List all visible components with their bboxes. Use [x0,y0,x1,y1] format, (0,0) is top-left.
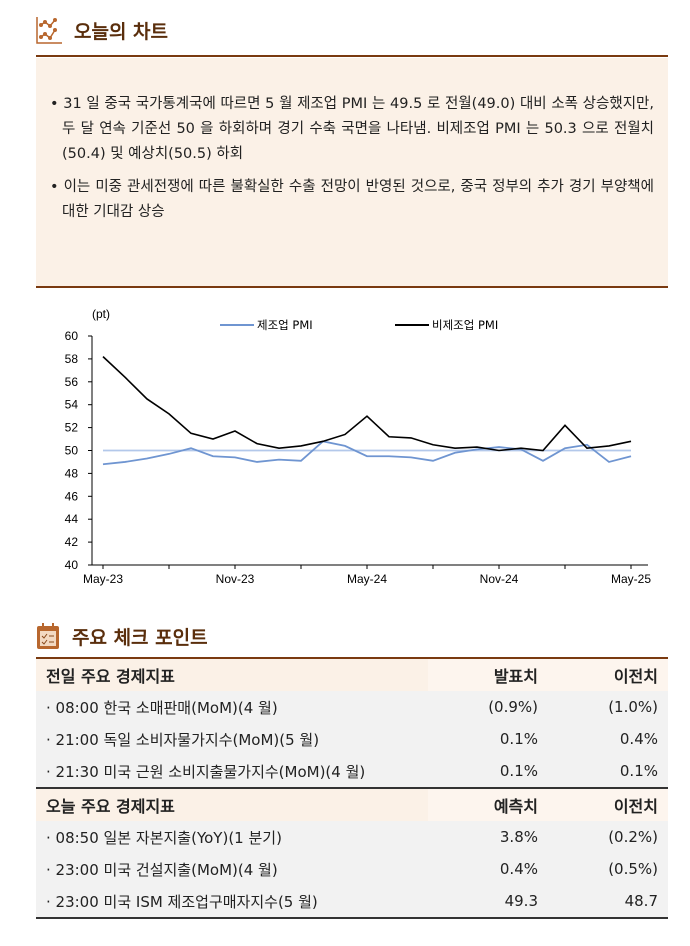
actual-value: (0.9%) [428,691,548,723]
x-tick-label: May-24 [347,572,387,586]
check-section-title: 주요 체크 포인트 [36,622,208,650]
indicator-name: · 23:00 미국 건설지출(MoM)(4 월) [36,853,428,885]
previous-value: 48.7 [548,885,668,919]
commentary-bullet: • 이는 미중 관세전쟁에 따른 불확실한 수출 전망이 반영된 것으로, 중국… [50,179,654,220]
previous-value: (0.5%) [548,853,668,885]
pmi-line-chart: 40 42 44 46 48 50 52 54 56 58 60 May-23 Nov-23 May-24… [65,307,652,586]
table-row: · 21:00 독일 소비자물가지수(MoM)(5 월) 0.1% 0.4% [36,723,668,755]
actual-value: 0.1% [428,723,548,755]
indicator-name: · 08:00 한국 소매판매(MoM)(4 월) [36,691,428,723]
forecast-value: 0.4% [428,853,548,885]
indicator-name: · 08:50 일본 자본지출(YoY)(1 분기) [36,821,428,853]
divider [36,55,668,57]
table-row: · 21:30 미국 근원 소비지출물가지수(MoM)(4 월) 0.1% 0.1% [36,755,668,788]
y-tick-label: 40 [65,558,79,572]
commentary-box: • 31 일 중국 국가통계국에 따르면 5 월 제조업 PMI 는 49.5 … [36,58,668,288]
header-cell: 오늘 주요 경제지표 [36,787,428,821]
series-line-manufacturing [102,440,632,466]
actual-value: 0.1% [428,755,548,788]
header-cell: 발표치 [428,657,548,691]
y-axis-unit: (pt) [92,307,110,321]
header-cell: 예측치 [428,787,548,821]
section-title-text: 주요 체크 포인트 [72,626,208,649]
y-tick-label: 52 [65,421,79,435]
y-tick-label: 50 [65,444,79,458]
table-row: · 23:00 미국 건설지출(MoM)(4 월) 0.4% (0.5%) [36,853,668,885]
checklist-calendar-icon [37,623,59,649]
legend-label: 비제조업 PMI [432,318,498,332]
section-title-text: 오늘의 차트 [74,20,169,43]
commentary-bullet: • 31 일 중국 국가통계국에 따르면 5 월 제조업 PMI 는 49.5 … [50,96,654,162]
x-tick-label: May-23 [83,572,123,586]
table-row: · 08:00 한국 소매판매(MoM)(4 월) (0.9%) (1.0%) [36,691,668,723]
chart-section-title: 오늘의 차트 [36,16,168,44]
y-tick-label: 56 [65,375,79,389]
line-chart-icon [36,17,62,44]
table-header-today: 오늘 주요 경제지표 예측치 이전치 [36,787,668,821]
y-tick-label: 42 [65,535,79,549]
series-line-non-manufacturing [102,356,632,452]
header-cell: 이전치 [548,657,668,691]
y-tick-label: 58 [65,352,79,366]
table-header-yesterday: 전일 주요 경제지표 발표치 이전치 [36,657,668,691]
forecast-value: 49.3 [428,885,548,919]
previous-value: 0.4% [548,723,668,755]
table-row: · 08:50 일본 자본지출(YoY)(1 분기) 3.8% (0.2%) [36,821,668,853]
previous-value: 0.1% [548,755,668,788]
legend-label: 제조업 PMI [257,318,313,332]
x-tick-label: Nov-24 [480,572,519,586]
y-tick-label: 48 [65,466,79,480]
previous-value: (0.2%) [548,821,668,853]
indicator-table: 전일 주요 경제지표 발표치 이전치 · 08:00 한국 소매판매(MoM)(… [36,657,668,919]
previous-value: (1.0%) [548,691,668,723]
indicator-name: · 21:30 미국 근원 소비지출물가지수(MoM)(4 월) [36,755,428,788]
header-cell: 이전치 [548,787,668,821]
x-tick-label: Nov-23 [216,572,255,586]
forecast-value: 3.8% [428,821,548,853]
header-cell: 전일 주요 경제지표 [36,657,428,691]
y-tick-label: 46 [65,489,79,503]
y-tick-label: 60 [65,329,79,343]
table-row: · 23:00 미국 ISM 제조업구매자지수(5 월) 49.3 48.7 [36,885,668,919]
x-tick-label: May-25 [611,572,651,586]
indicator-name: · 23:00 미국 ISM 제조업구매자지수(5 월) [36,885,428,919]
y-tick-label: 54 [65,398,79,412]
indicator-name: · 21:00 독일 소비자물가지수(MoM)(5 월) [36,723,428,755]
y-tick-label: 44 [65,512,79,526]
